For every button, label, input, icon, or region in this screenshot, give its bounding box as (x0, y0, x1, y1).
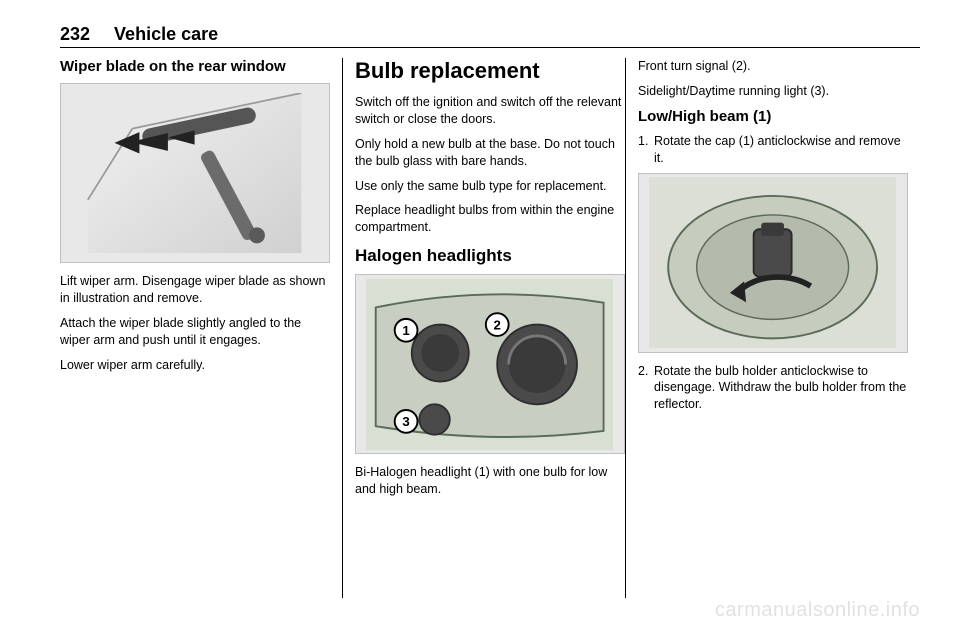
page-header: 232 Vehicle care (60, 24, 920, 48)
column-3: Front turn signal (2). Sidelight/Daytime… (626, 58, 920, 598)
watermark-text: carmanualsonline.info (715, 599, 920, 622)
column-1: Wiper blade on the rear window (60, 58, 342, 598)
col2-p1: Switch off the ignition and switch off t… (355, 94, 625, 128)
col1-p3: Lower wiper arm carefully. (60, 357, 330, 374)
col2-p2: Only hold a new bulb at the base. Do not… (355, 136, 625, 170)
col1-p1: Lift wiper arm. Disengage wiper blade as… (60, 273, 330, 307)
svg-text:1: 1 (403, 323, 411, 338)
step1-number: 1. (638, 133, 648, 150)
halogen-headlight-icon: 1 2 3 (361, 279, 618, 450)
remove-cap-icon (644, 177, 901, 348)
col2-p4: Replace headlight bulbs from within the … (355, 202, 625, 236)
step2-text: Rotate the bulb holder anticlockwise to … (654, 364, 906, 412)
column-2: Bulb replacement Switch off the ignition… (343, 58, 625, 598)
col2-p3: Use only the same bulb type for replacem… (355, 178, 625, 195)
col2-heading-big: Bulb replacement (355, 58, 625, 84)
step2-number: 2. (638, 363, 648, 380)
figure-remove-cap (638, 173, 908, 353)
page-container: 232 Vehicle care Wiper blade on the rear… (0, 0, 960, 642)
col2-heading-med: Halogen headlights (355, 246, 625, 266)
page-number: 232 (60, 24, 90, 45)
svg-text:2: 2 (494, 317, 501, 332)
col1-p2: Attach the wiper blade slightly angled t… (60, 315, 330, 349)
col3-line2: Sidelight/Daytime running light (3). (638, 83, 908, 100)
col3-step2: 2. Rotate the bulb holder anticlockwise … (638, 363, 908, 414)
figure-halogen-headlight: 1 2 3 (355, 274, 625, 454)
svg-text:3: 3 (403, 414, 410, 429)
content-columns: Wiper blade on the rear window (60, 58, 920, 598)
col2-caption: Bi-Halogen headlight (1) with one bulb f… (355, 464, 625, 498)
step1-text: Rotate the cap (1) anticlockwise and rem… (654, 134, 901, 165)
col3-line1: Front turn signal (2). (638, 58, 908, 75)
col3-heading-sub: Low/High beam (1) (638, 108, 908, 125)
col1-heading: Wiper blade on the rear window (60, 58, 330, 75)
figure-rear-wiper (60, 83, 330, 263)
rear-wiper-icon (74, 93, 315, 253)
col3-step1: 1. Rotate the cap (1) anticlockwise and … (638, 133, 908, 167)
chapter-title: Vehicle care (114, 24, 218, 45)
